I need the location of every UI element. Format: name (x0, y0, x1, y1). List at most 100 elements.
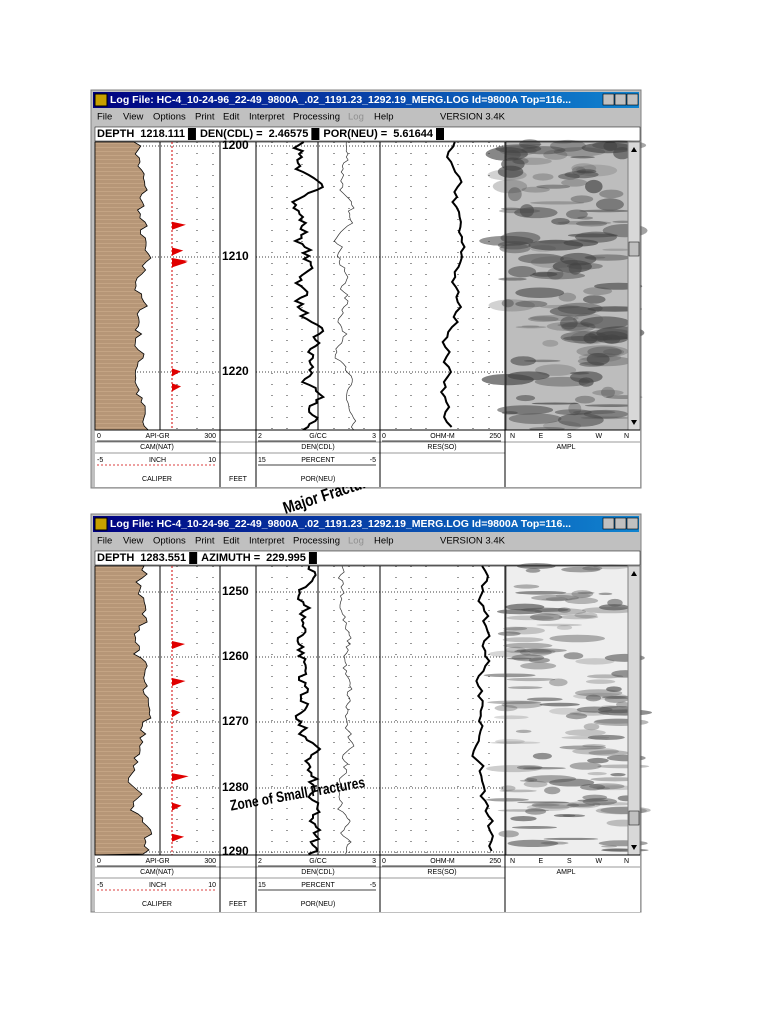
image-texture (585, 256, 606, 259)
image-texture (511, 157, 552, 165)
scroll-down[interactable] (631, 420, 637, 425)
resistivity-curve (471, 565, 495, 852)
scroll-thumb[interactable] (628, 810, 640, 826)
menu-item[interactable]: Options (153, 536, 186, 547)
image-texture (532, 752, 552, 760)
window-title: Log File: HC-4_10-24-96_22-49_9800A_.02_… (110, 518, 571, 530)
image-texture (515, 287, 565, 298)
image-texture (565, 729, 606, 736)
azimuth-label: N (510, 858, 515, 865)
status-label: DEN(CDL) = (200, 128, 263, 140)
image-texture (489, 741, 541, 745)
menu-item[interactable]: Help (374, 112, 394, 123)
image-texture (558, 292, 577, 302)
menu-item[interactable]: Log (348, 536, 364, 547)
image-texture (595, 198, 624, 211)
menu-item[interactable]: File (97, 536, 112, 547)
scale-min: 0 (382, 433, 386, 440)
menu-item[interactable]: Options (153, 112, 186, 123)
close-button[interactable] (626, 93, 639, 106)
status-label: DEPTH (97, 128, 134, 140)
menu-item[interactable]: View (123, 112, 144, 123)
scroll-down[interactable] (631, 845, 637, 850)
image-texture (530, 201, 585, 205)
image-texture (565, 209, 588, 219)
porosity-curve (333, 141, 357, 431)
minimize-button[interactable] (602, 517, 615, 530)
image-texture (507, 839, 559, 848)
menu-item[interactable]: Edit (223, 536, 240, 547)
menu-item[interactable]: Edit (223, 112, 240, 123)
image-texture (587, 734, 625, 740)
menu-item[interactable]: Print (195, 112, 215, 123)
scale-unit: G/CC (309, 858, 327, 865)
image-texture (515, 590, 567, 595)
image-texture (532, 803, 560, 807)
image-texture (555, 592, 591, 599)
curve-name: POR(NEU) (301, 901, 336, 908)
menu-item[interactable]: View (123, 536, 144, 547)
scale-min: -5 (97, 882, 103, 889)
image-texture (503, 626, 528, 631)
image-texture (598, 592, 613, 596)
maximize-button[interactable] (614, 93, 627, 106)
image-texture (501, 411, 518, 415)
image-texture (531, 801, 580, 809)
menu-item[interactable]: Interpret (249, 536, 285, 547)
menu-item[interactable]: Interpret (249, 112, 285, 123)
status-separator (308, 552, 317, 564)
scale-unit: OHM-M (430, 858, 455, 865)
image-texture (579, 209, 632, 213)
image-texture (587, 757, 609, 764)
image-texture (500, 785, 516, 792)
image-texture (495, 739, 525, 744)
image-texture (479, 235, 534, 246)
footer (95, 855, 640, 912)
image-texture (561, 566, 601, 573)
scroll-thumb[interactable] (628, 241, 640, 257)
menu-item[interactable]: Log (348, 112, 364, 123)
status-label: DEPTH (97, 552, 134, 564)
menu-item[interactable]: Processing (293, 112, 340, 123)
image-texture (542, 421, 582, 431)
image-texture (585, 679, 616, 684)
azimuth-label: N (624, 433, 629, 440)
image-texture (553, 147, 606, 157)
maximize-button[interactable] (614, 517, 627, 530)
scale-max: 3 (372, 858, 376, 865)
curve-name: CAM(NAT) (140, 869, 174, 876)
menu-item[interactable]: File (97, 112, 112, 123)
scale-min: 15 (258, 457, 266, 464)
image-texture (514, 649, 531, 653)
image-texture (530, 256, 579, 269)
scroll-up[interactable] (631, 571, 637, 576)
depth-label: 1200 (222, 138, 249, 152)
caliper-spike (172, 247, 184, 256)
image-texture (594, 718, 638, 724)
status-bar (94, 126, 641, 142)
image-texture (566, 803, 596, 807)
menu-item[interactable]: Print (195, 536, 215, 547)
azimuth-label: S (567, 858, 572, 865)
minimize-button[interactable] (602, 93, 615, 106)
resistivity-curve (439, 141, 466, 428)
image-texture (513, 584, 540, 589)
image-texture (592, 389, 624, 396)
status-label: POR(NEU) = (323, 128, 387, 140)
image-texture (583, 723, 600, 731)
scrollbar[interactable] (627, 141, 641, 431)
scale-max: 300 (204, 433, 216, 440)
image-texture (557, 220, 612, 225)
menu-item[interactable]: Processing (293, 536, 340, 547)
menu-item[interactable]: Help (374, 536, 394, 547)
gamma-ray-fill (94, 565, 153, 856)
scroll-up[interactable] (631, 147, 637, 152)
close-button[interactable] (626, 517, 639, 530)
footer (95, 430, 640, 487)
scale-unit: PERCENT (301, 457, 335, 464)
azimuth-label: W (596, 858, 603, 865)
image-texture (584, 404, 638, 407)
image-texture (529, 314, 579, 322)
image-texture (582, 566, 603, 571)
scale-max: 3 (372, 433, 376, 440)
